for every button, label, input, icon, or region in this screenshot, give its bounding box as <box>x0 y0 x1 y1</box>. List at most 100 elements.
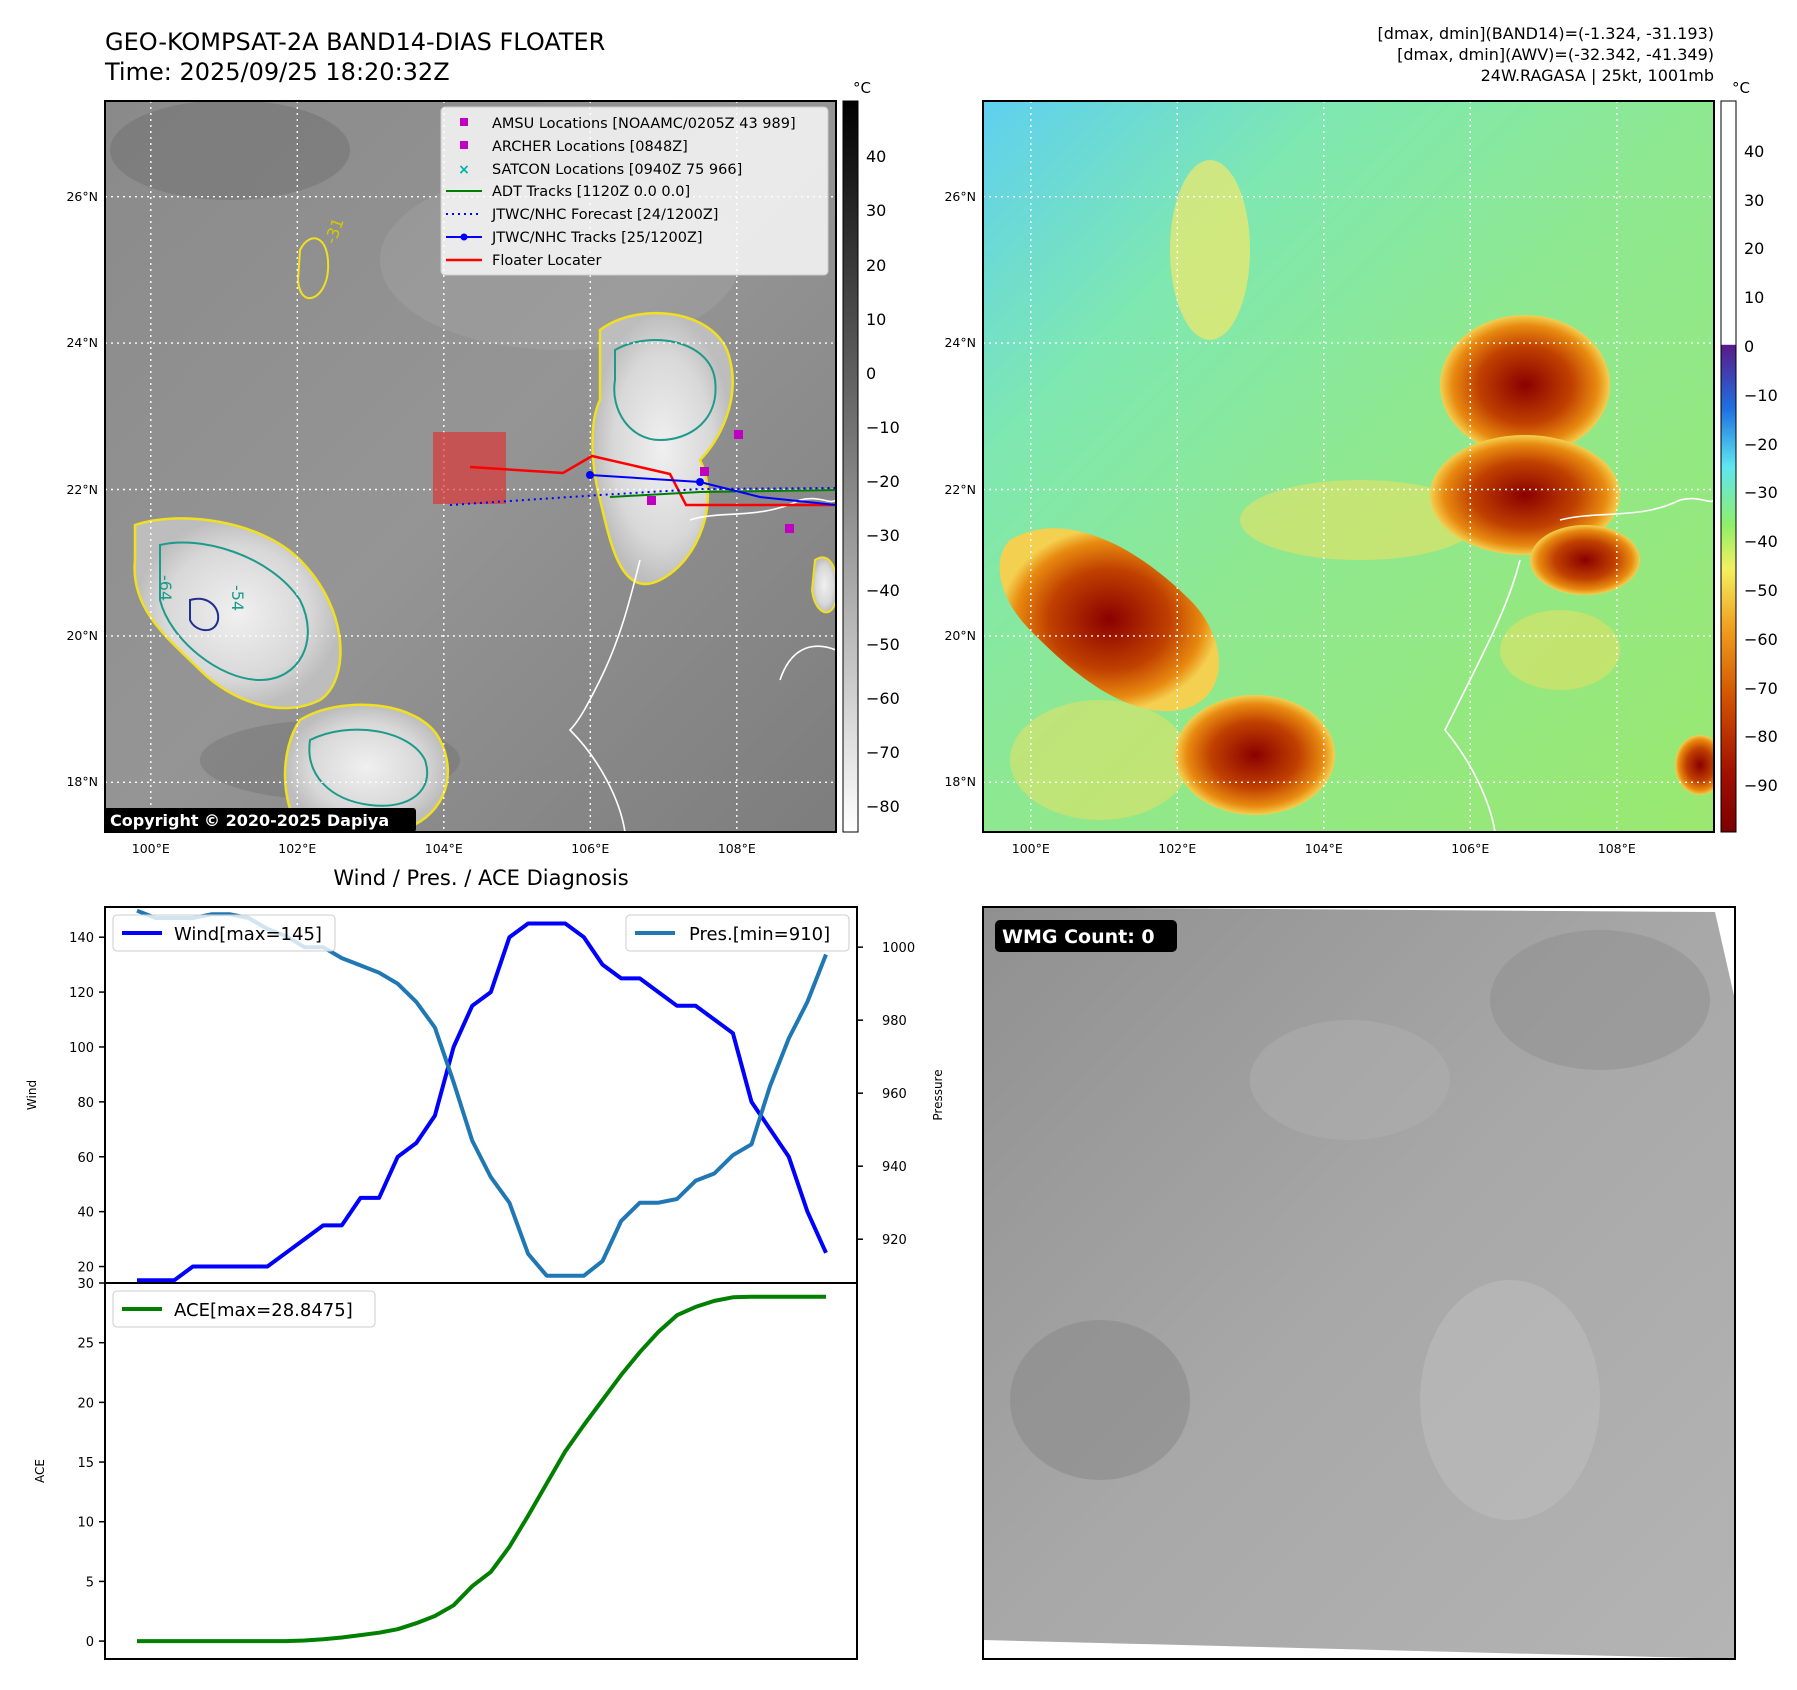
awv-lon-ticks: 100°E 102°E 104°E 106°E 108°E <box>1012 841 1636 856</box>
ir-cbar-tick: −40 <box>866 581 900 600</box>
awv-cbar-tick: −30 <box>1744 483 1778 502</box>
ir-colorbar-ticks: 40 30 20 10 0 −10 −20 −30 −40 −50 −60 −7… <box>866 147 900 816</box>
legend-label-jtwc: JTWC/NHC Tracks [25/1200Z] <box>491 230 703 246</box>
contour-label-54: -54 <box>228 585 247 611</box>
ir-cloud-west <box>133 517 342 710</box>
wind-legend-label: Wind[max=145] <box>174 924 322 945</box>
pressure-tick-label: 920 <box>882 1233 907 1248</box>
ace-tick-label: 20 <box>77 1396 94 1411</box>
page-title: GEO-KOMPSAT-2A BAND14-DIAS FLOATER <box>105 28 605 56</box>
jtwc-forecast-track <box>449 487 836 506</box>
wmg-count-text: WMG Count: 0 <box>1002 926 1155 948</box>
wind-tick-label: 120 <box>69 986 94 1001</box>
wind-tick-label: 60 <box>77 1151 94 1166</box>
awv-cbar-tick: −90 <box>1744 776 1778 795</box>
wind-legend: Wind[max=145] <box>112 914 336 952</box>
floater-locater-track <box>469 454 836 507</box>
archer-marker <box>700 467 709 476</box>
page-time: Time: 2025/09/25 18:20:32Z <box>104 58 450 86</box>
info-storm: 24W.RAGASA | 25kt, 1001mb <box>1481 66 1714 85</box>
ace-axis-label: ACE <box>33 1459 47 1483</box>
copyright-badge <box>104 808 416 832</box>
awv-cbar-tick: 0 <box>1744 337 1754 356</box>
wind-tick-label: 100 <box>69 1041 94 1056</box>
legend-label-forecast: JTWC/NHC Forecast [24/1200Z] <box>491 207 718 223</box>
awv-map: 100°E 102°E 104°E 106°E 108°E 26°N 24°N … <box>944 79 1777 856</box>
info-awv-range: [dmax, dmin](AWV)=(-32.342, -41.349) <box>1397 45 1714 64</box>
legend-marker-satcon: × <box>458 162 470 178</box>
awv-lat-tick: 22°N <box>944 482 976 497</box>
pressure-legend: Pres.[min=910] <box>625 914 850 952</box>
ace-tick-label: 5 <box>86 1575 94 1590</box>
ace-tick-label: 10 <box>77 1516 94 1531</box>
wind-tick-label: 80 <box>77 1096 94 1111</box>
awv-lon-tick: 102°E <box>1158 841 1196 856</box>
jtwc-track <box>589 474 836 506</box>
ace-chart: 0 5 10 15 20 25 30 ACE ACE[max=28.8475] <box>33 1277 858 1660</box>
legend-marker-amsu <box>460 118 468 126</box>
legend-label-floater: Floater Locater <box>492 253 601 269</box>
ir-cbar-tick: 10 <box>866 310 886 329</box>
awv-cbar-tick: −50 <box>1744 581 1778 600</box>
ir-lat-tick: 26°N <box>66 189 98 204</box>
awv-lon-tick: 104°E <box>1305 841 1343 856</box>
ir-cbar-tick: 20 <box>866 256 886 275</box>
awv-cloud-north <box>1430 315 1640 595</box>
ir-cbar-tick: 0 <box>866 364 876 383</box>
ace-series-line <box>137 1294 826 1644</box>
ir-cbar-tick: −80 <box>866 797 900 816</box>
ace-axis-ticks: 0 5 10 15 20 25 30 <box>77 1277 105 1650</box>
pressure-axis-ticks: 920 940 960 980 1000 <box>857 941 915 1248</box>
awv-cbar-tick: 10 <box>1744 288 1764 307</box>
wind-tick-label: 20 <box>77 1261 94 1276</box>
ir-cbar-tick: −10 <box>866 418 900 437</box>
ir-cbar-tick: 30 <box>866 201 886 220</box>
ir-lon-ticks: 100°E 102°E 104°E 106°E 108°E <box>132 841 756 856</box>
ir-coastline <box>568 497 836 832</box>
diagnosis-title: Wind / Pres. / ACE Diagnosis <box>333 866 628 890</box>
ir-colorbar-unit: °C <box>853 79 871 97</box>
awv-coastline <box>1444 497 1714 832</box>
ir-legend: AMSU Locations [NOAAMC/0205Z 43 989] ARC… <box>440 106 829 276</box>
ir-map: -31 -54 -64 AMSU Locations [NOAAMC/0205Z… <box>66 79 899 856</box>
contour-label-64: -64 <box>156 575 175 601</box>
awv-lon-tick: 108°E <box>1598 841 1636 856</box>
awv-lat-tick: 20°N <box>944 628 976 643</box>
ir-lon-tick: 108°E <box>718 841 756 856</box>
jtwc-track-point <box>696 478 704 486</box>
awv-cbar-tick: −40 <box>1744 532 1778 551</box>
awv-colorbar-unit: °C <box>1732 79 1750 97</box>
amsu-marker <box>734 430 743 439</box>
awv-cbar-tick: 20 <box>1744 239 1764 258</box>
awv-colorbar: °C 40 30 20 10 0 −10 −20 −30 −40 −50 −60… <box>1720 79 1778 833</box>
awv-cbar-tick: 30 <box>1744 191 1764 210</box>
ir-cbar-tick: −30 <box>866 526 900 545</box>
awv-cbar-tick: −70 <box>1744 679 1778 698</box>
awv-lon-tick: 100°E <box>1012 841 1050 856</box>
ir-cbar-tick: −50 <box>866 635 900 654</box>
awv-lon-tick: 106°E <box>1451 841 1489 856</box>
archer-marker <box>647 496 656 505</box>
ir-lat-tick: 24°N <box>66 335 98 350</box>
jtwc-track-point <box>586 471 594 479</box>
ir-cbar-tick: 40 <box>866 147 886 166</box>
ir-cbar-tick: −20 <box>866 472 900 491</box>
ace-tick-label: 30 <box>77 1277 94 1292</box>
wind-series-line <box>137 921 828 1283</box>
ir-colorbar: °C 40 30 20 10 0 −10 −20 −30 −40 −50 −60… <box>842 79 900 833</box>
awv-cbar-tick: −10 <box>1744 386 1778 405</box>
awv-lat-tick: 24°N <box>944 335 976 350</box>
pressure-tick-label: 980 <box>882 1014 907 1029</box>
ace-tick-label: 25 <box>77 1337 94 1352</box>
ace-legend-label: ACE[max=28.8475] <box>174 1300 353 1321</box>
wmg-count-badge <box>995 920 1177 952</box>
ir-lat-tick: 18°N <box>66 774 98 789</box>
legend-marker-archer <box>460 141 468 149</box>
ir-cbar-tick: −70 <box>866 743 900 762</box>
adt-track <box>609 489 836 498</box>
pressure-tick-label: 1000 <box>882 941 915 956</box>
wind-axis-label: Wind <box>25 1080 39 1110</box>
awv-gridlines <box>983 101 1714 832</box>
